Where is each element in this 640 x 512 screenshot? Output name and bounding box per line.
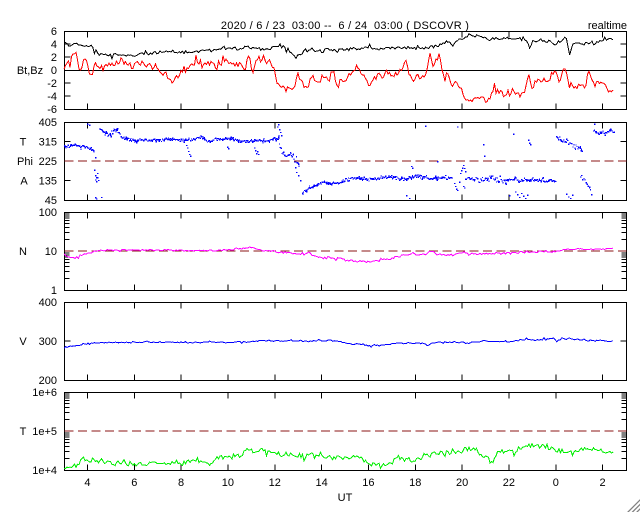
svg-text:200: 200 bbox=[39, 375, 57, 387]
svg-text:20: 20 bbox=[456, 477, 468, 489]
svg-text:0: 0 bbox=[51, 65, 57, 77]
svg-text:315: 315 bbox=[39, 137, 57, 149]
svg-text:18: 18 bbox=[409, 477, 421, 489]
svg-text:6: 6 bbox=[51, 26, 57, 38]
svg-text:0: 0 bbox=[553, 477, 559, 489]
svg-text:realtime: realtime bbox=[588, 20, 627, 32]
svg-text:1e+4: 1e+4 bbox=[32, 465, 57, 477]
svg-text:-2: -2 bbox=[47, 78, 57, 90]
svg-text:6: 6 bbox=[131, 477, 137, 489]
svg-text:14: 14 bbox=[315, 477, 327, 489]
svg-text:Bt,Bz: Bt,Bz bbox=[17, 65, 43, 77]
svg-text:A: A bbox=[20, 176, 28, 188]
svg-text:405: 405 bbox=[39, 117, 57, 129]
svg-text:2: 2 bbox=[600, 477, 606, 489]
svg-text:16: 16 bbox=[362, 477, 374, 489]
svg-text:Phi: Phi bbox=[17, 156, 33, 168]
svg-text:100: 100 bbox=[39, 207, 57, 219]
svg-text:T: T bbox=[20, 137, 27, 149]
svg-text:-4: -4 bbox=[47, 91, 57, 103]
svg-text:300: 300 bbox=[39, 336, 57, 348]
svg-text:22: 22 bbox=[503, 477, 515, 489]
svg-text:4: 4 bbox=[51, 39, 57, 51]
svg-text:4: 4 bbox=[84, 477, 90, 489]
svg-text:400: 400 bbox=[39, 297, 57, 309]
svg-text:8: 8 bbox=[178, 477, 184, 489]
svg-text:UT: UT bbox=[338, 492, 353, 504]
svg-text:V: V bbox=[19, 336, 27, 348]
svg-text:2020 / 6 / 23 03:00 -- 6 / 2: 2020 / 6 / 23 03:00 -- 6 / 24 03:00 ( DS… bbox=[221, 20, 469, 32]
svg-text:225: 225 bbox=[39, 156, 57, 168]
svg-text:2: 2 bbox=[51, 52, 57, 64]
svg-text:1e+6: 1e+6 bbox=[32, 387, 57, 399]
svg-text:45: 45 bbox=[45, 195, 57, 207]
svg-text:T: T bbox=[20, 426, 27, 438]
svg-text:10: 10 bbox=[222, 477, 234, 489]
svg-text:135: 135 bbox=[39, 176, 57, 188]
svg-text:1: 1 bbox=[51, 285, 57, 297]
svg-text:N: N bbox=[19, 246, 27, 258]
svg-text:12: 12 bbox=[269, 477, 281, 489]
svg-text:1e+5: 1e+5 bbox=[32, 426, 57, 438]
svg-text:10: 10 bbox=[45, 246, 57, 258]
svg-text:-6: -6 bbox=[47, 104, 57, 116]
